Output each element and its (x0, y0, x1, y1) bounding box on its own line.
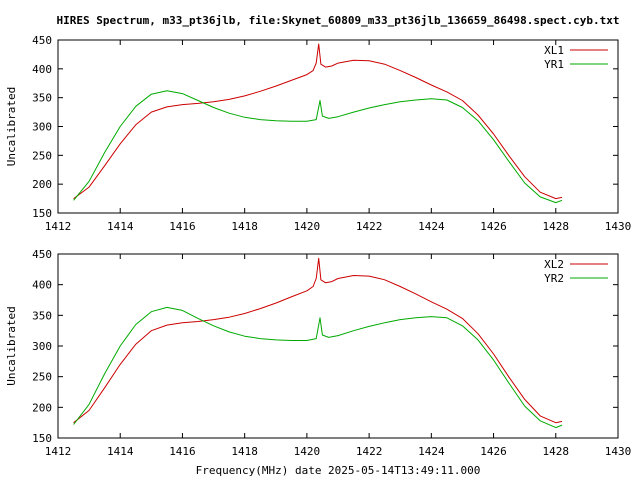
y-tick-label: 300 (32, 340, 52, 353)
series-line-xl2 (73, 257, 563, 424)
y-tick-label: 250 (32, 149, 52, 162)
y-tick-label: 350 (32, 92, 52, 105)
legend-label: YR2 (544, 272, 564, 285)
y-tick-label: 400 (32, 279, 52, 292)
y-tick-label: 450 (32, 248, 52, 261)
y-axis-label: Uncalibrated (5, 306, 18, 385)
legend-label: XL1 (544, 44, 564, 57)
legend-label: XL2 (544, 258, 564, 271)
plot-frame (57, 253, 619, 439)
x-tick-label: 1416 (169, 220, 196, 233)
y-tick-label: 150 (32, 207, 52, 220)
top-panel: 1412 1414 1416 1418 1420 1422 1424 1426 1428 1430… (5, 34, 631, 233)
y-tick-label: 150 (32, 432, 52, 445)
x-tick-label: 1412 (45, 220, 72, 233)
x-tick-label: 1426 (480, 220, 507, 233)
x-tick-label: 1426 (480, 445, 507, 458)
y-tick-label: 350 (32, 309, 52, 322)
series-line-xl1 (73, 43, 563, 200)
plot-frame (57, 39, 619, 214)
x-tick-label: 1430 (605, 220, 632, 233)
y-tick-label: 400 (32, 63, 52, 76)
y-tick-label: 200 (32, 178, 52, 191)
x-tick-label: 1414 (107, 445, 134, 458)
y-tick-label: 250 (32, 371, 52, 384)
legend-label: YR1 (544, 58, 564, 71)
y-axis-label: Uncalibrated (5, 87, 18, 166)
x-tick-label: 1424 (418, 220, 445, 233)
y-tick-label: 450 (32, 34, 52, 47)
x-tick-label: 1412 (45, 445, 72, 458)
x-tick-label: 1420 (294, 220, 321, 233)
series-line-yr1 (73, 90, 563, 204)
series-line-yr2 (73, 306, 563, 429)
x-axis-label: Frequency(MHz) date 2025-05-14T13:49:11.… (196, 464, 481, 477)
x-tick-label: 1422 (356, 445, 383, 458)
y-tick-label: 200 (32, 401, 52, 414)
x-tick-label: 1418 (231, 220, 258, 233)
x-tick-label: 1428 (543, 220, 570, 233)
y-tick-label: 300 (32, 121, 52, 134)
figure-title: HIRES Spectrum, m33_pt36jlb, file:Skynet… (57, 14, 620, 27)
x-tick-label: 1424 (418, 445, 445, 458)
x-tick-label: 1418 (231, 445, 258, 458)
x-tick-label: 1414 (107, 220, 134, 233)
x-tick-label: 1422 (356, 220, 383, 233)
x-tick-label: 1416 (169, 445, 196, 458)
x-tick-label: 1420 (294, 445, 321, 458)
x-tick-label: 1428 (543, 445, 570, 458)
x-tick-label: 1430 (605, 445, 632, 458)
bottom-panel: 1412 1414 1416 1418 1420 1422 1424 1426 1428 1430… (5, 248, 631, 458)
